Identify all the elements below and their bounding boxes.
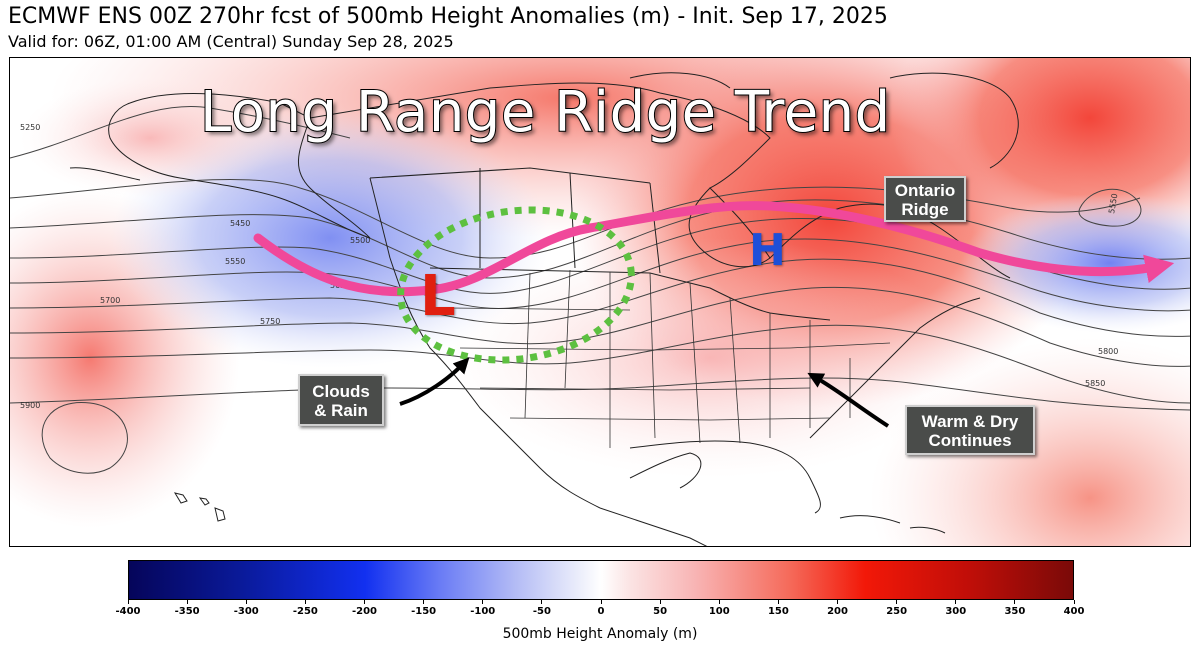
colorbar-tick <box>600 600 602 604</box>
colorbar-tick-label: -150 <box>411 606 437 617</box>
high-pressure-letter: H <box>749 225 786 276</box>
colorbar-tick <box>777 600 779 604</box>
colorbar-tick-label: -50 <box>532 606 551 617</box>
colorbar-tick <box>541 600 543 604</box>
colorbar-tick <box>1073 600 1075 604</box>
contour-label-5450: 5450 <box>230 219 250 228</box>
colorbar-tick <box>127 600 129 604</box>
jet-stream-arrow <box>253 201 1175 297</box>
contour-label-5550: 5550 <box>225 257 245 266</box>
colorbar-tick-label: -200 <box>351 606 378 617</box>
contour-label-5550-east: 5550 <box>1107 193 1119 215</box>
ontario-ridge-line1: Ontario <box>894 181 956 200</box>
colorbar-tick-label: 350 <box>1004 606 1026 617</box>
colorbar-tick-label: 250 <box>886 606 908 617</box>
contour-label-5750: 5750 <box>260 317 280 326</box>
colorbar-tick <box>896 600 898 604</box>
ontario-ridge-line2: Ridge <box>901 200 949 219</box>
clouds-rain-line1: Clouds <box>312 382 370 401</box>
colorbar-tick <box>659 600 661 604</box>
colorbar-tick-label: -250 <box>292 606 318 617</box>
warm-dry-arrow <box>807 372 890 428</box>
valid-time: Valid for: 06Z, 01:00 AM (Central) Sunda… <box>8 32 454 51</box>
warm-dry-line1: Warm & Dry <box>921 412 1019 431</box>
colorbar-tick-label: 300 <box>945 606 967 617</box>
clouds-rain-line2: & Rain <box>314 401 368 420</box>
contour-label-5700: 5700 <box>100 296 120 305</box>
colorbar-tick <box>482 600 484 604</box>
contour-label-5900: 5900 <box>20 401 40 410</box>
colorbar-tick-label: 0 <box>597 606 605 617</box>
warm-dry-line2: Continues <box>928 431 1012 450</box>
colorbar-ticks: -400 -350 -300 -250 -200 -150 -100 -50 0 50 100 150… <box>115 600 1084 620</box>
clouds-rain-arrow <box>399 357 470 406</box>
colorbar-tick <box>304 600 306 604</box>
contour-label-5850: 5850 <box>1085 379 1105 388</box>
colorbar-tick <box>423 600 425 604</box>
warm-dry-callout: Warm & Dry Continues <box>905 405 1035 455</box>
colorbar-tick-label: -300 <box>233 606 259 617</box>
colorbar-tick-label: -100 <box>470 606 496 617</box>
contour-label-5250: 5250 <box>20 123 40 132</box>
contour-labels: 5250 5450 5500 5550 5650 5700 5750 5800 … <box>20 123 1120 410</box>
clouds-rain-callout: Clouds & Rain <box>298 374 384 426</box>
colorbar <box>128 560 1074 600</box>
colorbar-tick <box>955 600 957 604</box>
low-pressure-letter: L <box>420 264 456 329</box>
ontario-ridge-callout: Ontario Ridge <box>884 176 966 222</box>
colorbar-tick <box>186 600 188 604</box>
colorbar-tick <box>837 600 838 604</box>
state-borders <box>449 269 891 448</box>
map-title: ECMWF ENS 00Z 270hr fcst of 500mb Height… <box>8 4 888 29</box>
colorbar-tick <box>364 600 365 604</box>
contour-label-5500: 5500 <box>350 236 370 245</box>
colorbar-tick <box>718 600 720 604</box>
colorbar-tick-label: 100 <box>708 606 730 617</box>
colorbar-tick-label: 400 <box>1063 606 1085 617</box>
colorbar-tick-label: 200 <box>827 606 848 617</box>
colorbar-tick-label: -350 <box>174 606 200 617</box>
low-pressure-circle <box>397 206 635 364</box>
colorbar-tick <box>1014 600 1016 604</box>
colorbar-tick-label: 150 <box>767 606 789 617</box>
contour-label-5800: 5800 <box>1098 347 1118 356</box>
colorbar-tick-label: 50 <box>653 606 668 617</box>
colorbar-tick-label: -400 <box>115 606 141 617</box>
headline: Long Range Ridge Trend <box>199 79 891 146</box>
colorbar-label: 500mb Height Anomaly (m) <box>502 626 698 642</box>
colorbar-tick <box>245 600 247 604</box>
